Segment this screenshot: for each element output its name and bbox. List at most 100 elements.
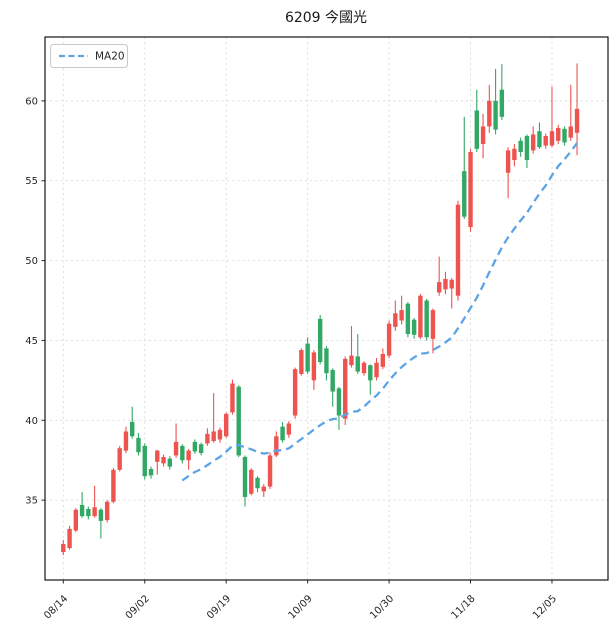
candle-up (267, 452, 273, 489)
legend-box (50, 44, 128, 68)
candle-body (236, 386, 241, 456)
candle-body (161, 457, 166, 464)
candle-up (67, 525, 72, 550)
candle-down (411, 318, 417, 339)
candle-body (186, 450, 191, 461)
candle-body (505, 150, 511, 173)
candle-up (543, 133, 548, 149)
candle-up (249, 468, 254, 496)
candle-up (549, 86, 555, 148)
candle-up (186, 449, 191, 470)
candle-up (155, 449, 160, 475)
candle-body (261, 486, 266, 492)
candle-down (330, 368, 335, 407)
candle-body (368, 365, 373, 381)
candle-body (305, 343, 310, 372)
candle-body (155, 450, 160, 462)
candle-up (568, 84, 573, 141)
candle-body (173, 441, 179, 456)
candles-layer (61, 63, 580, 556)
candle-body (317, 318, 323, 363)
candle-up (468, 148, 473, 232)
candle-body (380, 354, 386, 367)
candle-down (167, 456, 173, 470)
candle-up (286, 421, 292, 438)
candle-body (487, 100, 492, 127)
candle-up (292, 367, 298, 419)
candle-body (205, 433, 210, 444)
candle-body (455, 204, 461, 296)
candle-body (361, 362, 367, 374)
candle-down (462, 116, 467, 220)
candle-up (556, 124, 561, 145)
candle-down (198, 442, 204, 456)
candle-body (474, 110, 479, 149)
candle-up (399, 295, 404, 325)
candle-up (437, 256, 442, 296)
candle-body (255, 477, 260, 489)
candle-up (443, 271, 448, 295)
candle-body (292, 369, 298, 416)
candle-down (537, 122, 542, 149)
candle-body (104, 501, 110, 521)
candle-body (136, 437, 141, 453)
candle-up (217, 427, 223, 443)
candle-down (336, 386, 342, 430)
candle-up (380, 348, 386, 370)
candle-body (468, 151, 473, 228)
candle-up (512, 144, 517, 167)
candle-up (530, 126, 536, 154)
candle-body (574, 108, 580, 133)
candle-up (487, 84, 492, 133)
candle-up (418, 294, 423, 339)
candle-down (474, 89, 479, 152)
candle-down (355, 334, 360, 374)
candle-body (336, 388, 342, 416)
candle-body (98, 509, 104, 521)
candle-up (361, 361, 367, 376)
candle-body (123, 431, 129, 451)
candle-up (430, 308, 436, 354)
candle-down (280, 421, 285, 443)
plot-border (44, 36, 609, 581)
candle-down (242, 455, 248, 507)
candle-up (261, 484, 266, 497)
candle-body (537, 131, 542, 148)
candle-body (79, 504, 85, 517)
candle-down (324, 346, 329, 381)
chart-title: 6209 今國光 (285, 10, 367, 26)
candle-body (286, 423, 292, 435)
candle-body (405, 303, 411, 335)
candle-down (562, 126, 567, 146)
candle-down (98, 508, 104, 539)
candle-body (343, 358, 348, 419)
candle-up (211, 393, 216, 443)
candle-body (111, 469, 116, 502)
candle-body (148, 469, 154, 476)
candle-body (330, 369, 335, 392)
candle-down (130, 406, 135, 439)
candle-body (437, 282, 442, 293)
candle-up (455, 200, 461, 301)
candle-up (230, 379, 235, 415)
candle-down (317, 314, 323, 365)
candle-down (142, 443, 147, 480)
candle-down (86, 506, 91, 520)
candle-down (180, 444, 185, 464)
candle-down (305, 337, 310, 374)
candle-body (568, 126, 573, 138)
candle-body (311, 352, 317, 381)
candle-body (499, 89, 505, 117)
candle-body (280, 426, 285, 441)
candle-down (518, 137, 523, 157)
candle-up (480, 113, 486, 159)
candle-up (393, 300, 398, 331)
x-tick-label: 09/19 (205, 593, 233, 621)
candle-down (368, 364, 373, 395)
legend: MA20 (50, 44, 128, 68)
candle-body (142, 445, 147, 477)
candle-body (167, 458, 173, 467)
y-tick-label: 35 (25, 496, 38, 507)
